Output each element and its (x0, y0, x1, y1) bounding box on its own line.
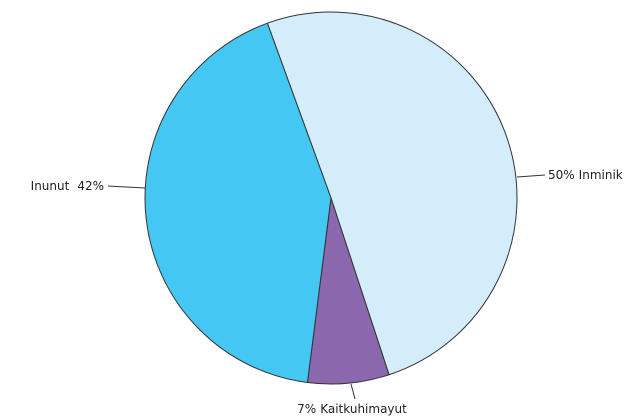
slice-label: 50% Inminik (548, 168, 623, 182)
slice-label: 7% Kaitkuhimayut (297, 402, 407, 416)
percent-label: 7% (297, 402, 316, 416)
leader-line (516, 174, 546, 178)
percent-label: 50% (548, 168, 575, 182)
pie-slice (144, 22, 332, 384)
pie-slice (266, 11, 518, 376)
category-name: Kaitkuhimayut (320, 402, 407, 416)
category-name: Inunut (31, 179, 70, 193)
percent-label: 42% (77, 179, 104, 193)
leader-line (107, 185, 146, 189)
leader-line (350, 383, 356, 400)
slice-label: Inunut 42% (31, 179, 104, 193)
category-name: Inminik (579, 168, 623, 182)
